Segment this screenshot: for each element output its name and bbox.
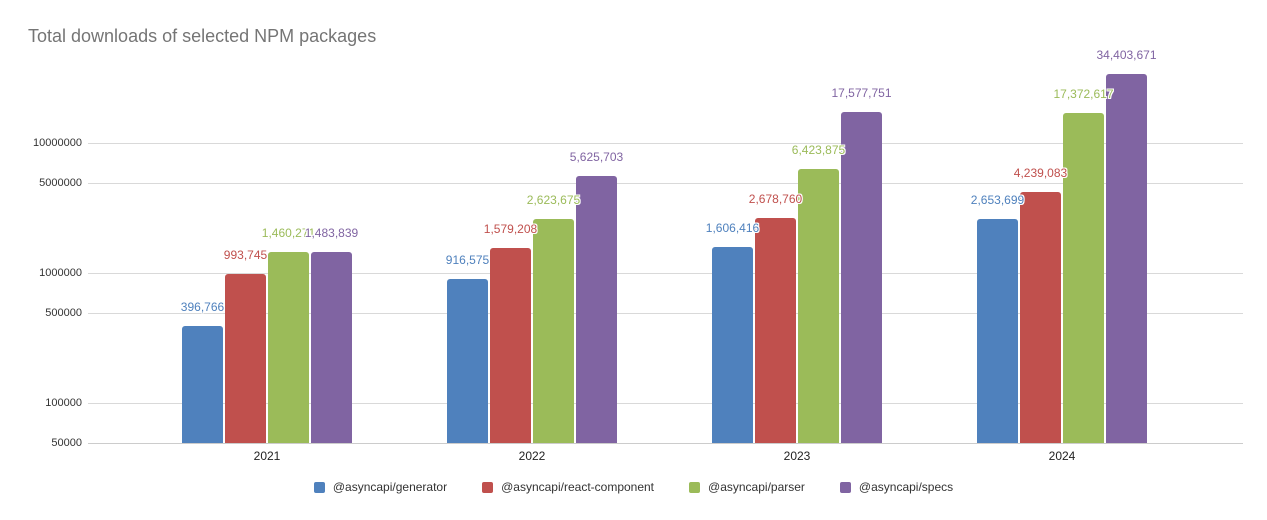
x-axis-tick-label: 2024: [1048, 449, 1076, 463]
legend-label: @asyncapi/generator: [332, 480, 448, 494]
legend-item-asyncapi-react-component[interactable]: @asyncapi/react-component: [482, 480, 654, 494]
bar-value-label: 1,579,208: [483, 222, 538, 237]
bar-value-label: 1,460,271: [261, 226, 316, 241]
legend-label: @asyncapi/react-component: [501, 480, 655, 494]
y-axis-tick-label: 100000: [45, 397, 82, 410]
legend-item-asyncapi-generator[interactable]: @asyncapi/generator: [313, 480, 448, 494]
bar-value-label: 4,239,083: [1013, 166, 1068, 181]
y-axis-tick-label: 5000000: [39, 176, 82, 189]
bar-2024-asyncapi-parser[interactable]: [1063, 112, 1104, 443]
legend-swatch-icon: [839, 481, 851, 493]
bar-2024-asyncapi-generator[interactable]: [977, 218, 1018, 443]
bar-value-label: 993,745: [223, 248, 268, 263]
y-axis-tick-label: 500000: [45, 306, 82, 319]
chart-title: Total downloads of selected NPM packages: [28, 26, 377, 46]
bar-2021-asyncapi-parser[interactable]: [268, 252, 309, 443]
x-axis-tick-label: 2022: [518, 449, 546, 463]
bar-2023-asyncapi-specs[interactable]: [841, 112, 882, 443]
gridline: [88, 273, 1243, 275]
bar-value-label: 17,577,751: [831, 86, 892, 101]
bar-value-label: 1,483,839: [304, 225, 359, 240]
bar-value-label: 916,575: [445, 252, 490, 267]
legend-swatch-icon: [482, 481, 494, 493]
bar-2021-asyncapi-react-component[interactable]: [225, 274, 266, 443]
gridline: [88, 442, 1243, 444]
y-axis-tick-label: 10000000: [33, 137, 82, 150]
legend-swatch-icon: [313, 481, 325, 493]
legend-item-asyncapi-parser[interactable]: @asyncapi/parser: [689, 480, 805, 494]
bar-value-label: 34,403,671: [1096, 48, 1157, 63]
bar-2022-asyncapi-generator[interactable]: [447, 278, 488, 443]
bar-2023-asyncapi-react-component[interactable]: [755, 218, 796, 443]
bar-value-label: 6,423,875: [791, 142, 846, 157]
bar-2023-asyncapi-generator[interactable]: [712, 247, 753, 443]
bar-value-label: 1,606,416: [705, 221, 760, 236]
y-axis-tick-label: 1000000: [39, 267, 82, 280]
bar-value-label: 2,653,699: [970, 192, 1025, 207]
bar-2022-asyncapi-parser[interactable]: [533, 219, 574, 443]
gridline: [88, 403, 1243, 405]
y-axis-tick-label: 50000: [51, 436, 82, 449]
bar-value-label: 2,623,675: [526, 193, 581, 208]
bar-2024-asyncapi-specs[interactable]: [1106, 74, 1147, 443]
gridline: [88, 312, 1243, 314]
x-axis-tick-label: 2023: [783, 449, 811, 463]
legend-label: @asyncapi/parser: [708, 480, 805, 494]
bar-value-label: 396,766: [180, 300, 225, 315]
x-axis-tick-label: 2021: [253, 449, 281, 463]
legend-item-asyncapi-specs[interactable]: @asyncapi/specs: [839, 480, 954, 494]
gridline: [88, 182, 1243, 184]
bar-2023-asyncapi-parser[interactable]: [798, 168, 839, 443]
legend-label: @asyncapi/specs: [858, 480, 954, 494]
bar-2022-asyncapi-react-component[interactable]: [490, 248, 531, 443]
bar-value-label: 17,372,617: [1053, 86, 1114, 101]
bar-2021-asyncapi-specs[interactable]: [311, 251, 352, 443]
legend-swatch-icon: [689, 481, 701, 493]
bar-value-label: 2,678,760: [748, 192, 803, 207]
bar-2024-asyncapi-react-component[interactable]: [1020, 192, 1061, 443]
bar-2022-asyncapi-specs[interactable]: [576, 176, 617, 443]
gridline: [88, 143, 1243, 145]
bar-2021-asyncapi-generator[interactable]: [182, 326, 223, 443]
bar-value-label: 5,625,703: [569, 150, 624, 165]
legend: @asyncapi/generator @asyncapi/react-compo…: [0, 480, 1267, 494]
